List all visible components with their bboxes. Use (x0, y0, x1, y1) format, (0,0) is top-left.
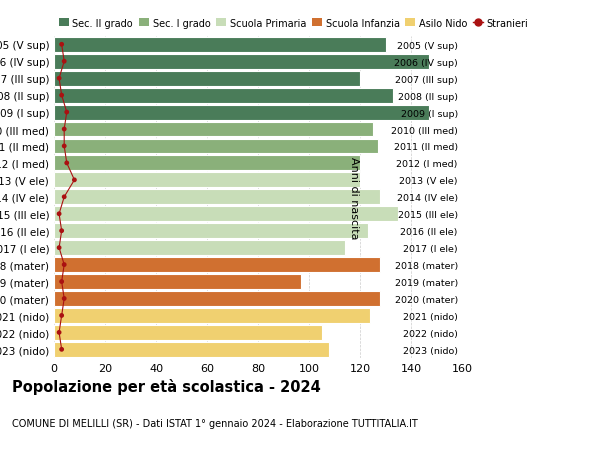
Text: COMUNE DI MELILLI (SR) - Dati ISTAT 1° gennaio 2024 - Elaborazione TUTTITALIA.IT: COMUNE DI MELILLI (SR) - Dati ISTAT 1° g… (12, 418, 418, 428)
Bar (54, 106, 429, 120)
Point (62, 109, 71, 117)
Point (62, 160, 71, 167)
Bar (54, 89, 393, 103)
Bar (54, 308, 370, 323)
Bar (54, 241, 345, 256)
Bar (54, 207, 398, 222)
Bar (54, 72, 360, 86)
Point (57, 346, 67, 353)
Bar (54, 156, 360, 171)
Bar (54, 291, 380, 306)
Bar (54, 325, 322, 340)
Point (57, 41, 67, 49)
Bar (54, 257, 380, 273)
Point (57, 278, 67, 285)
Point (54, 75, 64, 83)
Bar (54, 190, 380, 205)
Point (54, 245, 64, 252)
Y-axis label: Anni di nascita: Anni di nascita (349, 156, 359, 239)
Point (54, 211, 64, 218)
Point (57, 92, 67, 100)
Bar (54, 139, 378, 154)
Point (59, 126, 69, 134)
Bar (54, 342, 329, 357)
Point (57, 228, 67, 235)
Bar (54, 38, 386, 53)
Text: Popolazione per età scolastica - 2024: Popolazione per età scolastica - 2024 (12, 379, 321, 395)
Legend: Sec. II grado, Sec. I grado, Scuola Primaria, Scuola Infanzia, Asilo Nido, Stran: Sec. II grado, Sec. I grado, Scuola Prim… (59, 19, 529, 28)
Point (57, 312, 67, 319)
Bar (54, 274, 301, 289)
Point (59, 58, 69, 66)
Point (59, 143, 69, 150)
Bar (54, 224, 368, 239)
Bar (54, 55, 429, 69)
Point (59, 295, 69, 302)
Point (59, 261, 69, 269)
Point (59, 194, 69, 201)
Bar (54, 122, 373, 137)
Point (54, 329, 64, 336)
Point (70, 177, 79, 184)
Bar (54, 173, 360, 188)
